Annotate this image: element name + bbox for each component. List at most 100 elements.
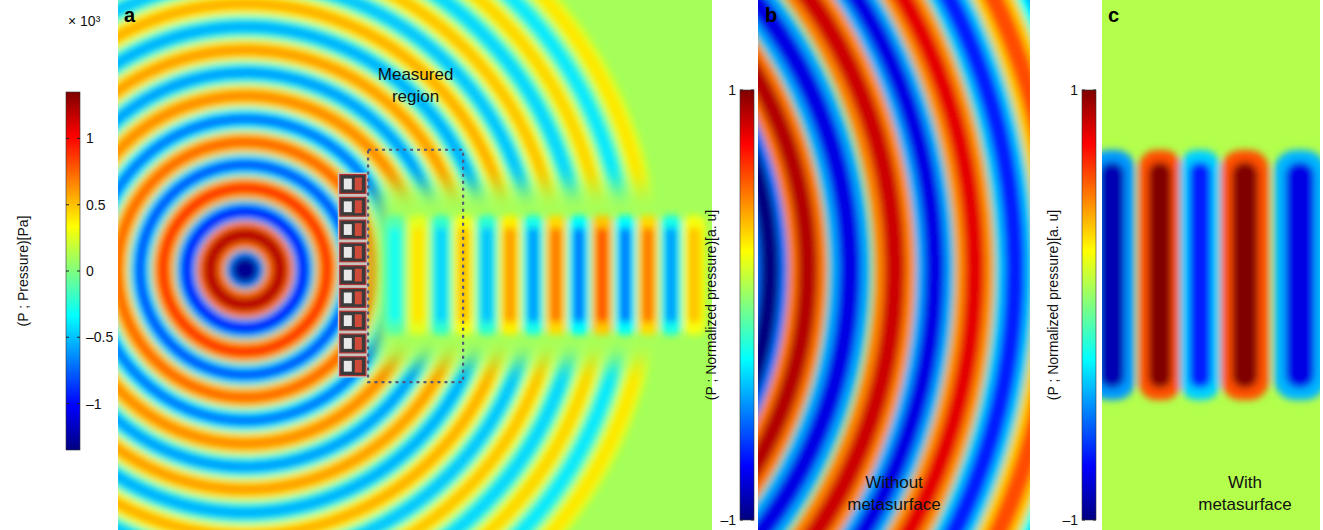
wave-crest bbox=[118, 119, 396, 421]
unit-cell-slot bbox=[355, 314, 362, 327]
wave-crest bbox=[118, 0, 534, 530]
unit-cell bbox=[340, 175, 366, 194]
colorbar-tick-label: –1 bbox=[1062, 512, 1078, 528]
measured-box bbox=[368, 150, 463, 382]
unit-cell-slot bbox=[344, 361, 352, 372]
colorbar-tick bbox=[1093, 90, 1096, 91]
colorbar-scale bbox=[740, 90, 754, 520]
wave-crest bbox=[758, 0, 808, 530]
colorbar-tick-label: –1 bbox=[720, 512, 736, 528]
colorbar-tick bbox=[740, 90, 743, 91]
wave-crest bbox=[118, 0, 603, 530]
wave-crest bbox=[758, 0, 1030, 530]
rings bbox=[758, 0, 1030, 530]
unit-cell bbox=[340, 197, 366, 216]
unit-cell-slot bbox=[355, 291, 362, 304]
wave-crest bbox=[758, 0, 770, 530]
colorbar-tick bbox=[740, 520, 743, 521]
colorbar-scale bbox=[66, 92, 80, 450]
wave-crest bbox=[118, 0, 534, 530]
wave-front bbox=[1274, 150, 1320, 400]
caption-line: metasurface bbox=[847, 495, 941, 514]
colorbar-tick-label: 0 bbox=[86, 263, 94, 279]
wave-crest bbox=[118, 119, 396, 421]
wave-crest bbox=[758, 0, 1015, 530]
colorbar-tick bbox=[66, 337, 69, 338]
wave-crest bbox=[758, 0, 1030, 530]
colorbar-tick-label: –0.5 bbox=[86, 329, 113, 345]
wave-front bbox=[476, 215, 498, 335]
wave-crest bbox=[758, 0, 850, 530]
unit-cell bbox=[340, 288, 366, 307]
field bbox=[118, 0, 712, 530]
field bbox=[1102, 0, 1320, 530]
colorbar-tick bbox=[66, 204, 69, 205]
unit-cell bbox=[340, 334, 366, 353]
unit-cell-slot bbox=[344, 247, 352, 258]
wave-front bbox=[1221, 150, 1269, 400]
wave-front bbox=[1149, 162, 1172, 388]
colorbar: 1–1(P ; Normalized pressure)[a. u] bbox=[703, 82, 754, 528]
wave-front bbox=[412, 227, 424, 323]
colorbar-tick bbox=[66, 138, 69, 139]
unit-cell-slot bbox=[344, 270, 352, 281]
wave-front bbox=[430, 215, 452, 335]
wave-crest bbox=[118, 96, 419, 444]
metasurface bbox=[338, 173, 368, 378]
wave-crest bbox=[758, 0, 975, 530]
caption-line: With bbox=[1228, 473, 1262, 492]
wave-front bbox=[591, 215, 613, 335]
colorbar-tick-label: 0.5 bbox=[86, 197, 106, 213]
wave-front bbox=[481, 227, 493, 323]
wave-front bbox=[1102, 150, 1135, 400]
wave-crest bbox=[118, 0, 580, 530]
wave-front bbox=[504, 227, 516, 323]
wave-front bbox=[637, 215, 659, 335]
wave-front bbox=[435, 227, 447, 323]
wave-crest bbox=[210, 235, 280, 305]
annotation: Measuredregion bbox=[378, 65, 454, 106]
wave-front bbox=[1102, 162, 1124, 388]
unit-cell bbox=[340, 311, 366, 330]
colorbar-tick-label: 1 bbox=[728, 82, 736, 98]
plane-fronts bbox=[1102, 150, 1320, 400]
wave-crest bbox=[758, 0, 895, 530]
colorbar-tick-label: 1 bbox=[86, 130, 94, 146]
wave-front bbox=[1189, 162, 1211, 388]
caption-line: metasurface bbox=[1198, 495, 1292, 514]
wave-crest bbox=[118, 50, 465, 490]
colorbar-tick bbox=[77, 271, 80, 272]
wave-crest bbox=[758, 0, 770, 530]
wave-front bbox=[407, 215, 429, 335]
wave-front bbox=[545, 215, 567, 335]
wave-crest bbox=[118, 142, 373, 397]
panel-letter: c bbox=[1108, 4, 1119, 26]
colorbar-tick-label: 1 bbox=[1070, 82, 1078, 98]
wave-crest bbox=[118, 0, 626, 530]
colorbar-tick bbox=[1093, 520, 1096, 521]
wave-crest bbox=[163, 188, 327, 352]
wave-crest bbox=[118, 73, 442, 467]
wave-front bbox=[1232, 162, 1258, 388]
colorbar-title: (P ; Normalized pressure)[a. u] bbox=[1045, 210, 1061, 400]
colorbar-tick bbox=[1082, 520, 1085, 521]
wave-crest bbox=[232, 256, 259, 283]
unit-cell-slot bbox=[344, 224, 352, 235]
colorbar-tick bbox=[77, 204, 80, 205]
colorbar-tick bbox=[1082, 90, 1085, 91]
wave-crest bbox=[758, 0, 850, 530]
wave-front bbox=[453, 215, 475, 335]
wave-crest bbox=[140, 165, 350, 375]
colorbar-tick bbox=[77, 403, 80, 404]
panel-letter: a bbox=[124, 4, 136, 26]
plane-fronts bbox=[384, 215, 706, 335]
wave-crest bbox=[118, 27, 488, 513]
wave-crest bbox=[187, 212, 303, 328]
wave-front bbox=[596, 227, 608, 323]
annotation-line: region bbox=[392, 87, 439, 106]
unit-cell-slot bbox=[344, 338, 352, 349]
wave-front bbox=[688, 227, 700, 323]
transmission-zone bbox=[375, 187, 712, 363]
unit-cell-slot bbox=[355, 246, 362, 259]
wave-crest bbox=[118, 73, 442, 467]
